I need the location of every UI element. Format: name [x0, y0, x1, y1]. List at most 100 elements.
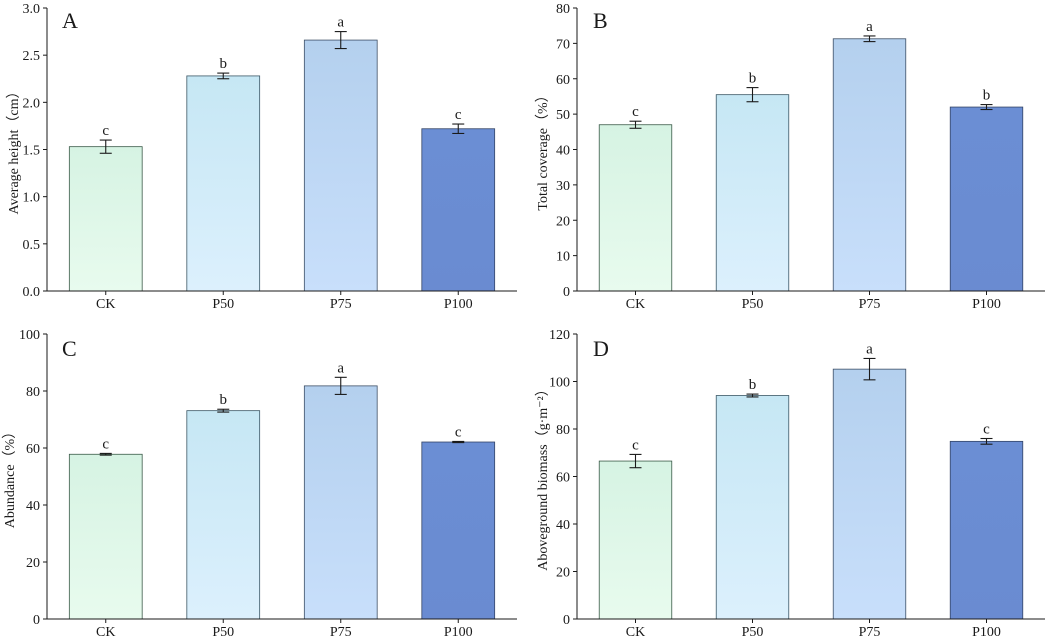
panel-b-errorbar-ck — [629, 120, 642, 129]
panel-b-bar-p75 — [832, 38, 907, 292]
panel-d-x-tick-label: P100 — [972, 625, 1001, 638]
panel-a-bar-p100 — [421, 128, 496, 292]
panel-a-errorbar-p75 — [334, 31, 347, 50]
panel-d-bar-p75 — [832, 368, 907, 620]
panel-d-y-tick-label: 40 — [556, 518, 570, 533]
panel-d-y-tick-label: 80 — [556, 423, 570, 438]
panel-a-x-tick-label: CK — [96, 297, 115, 312]
panel-a-letter: A — [62, 8, 78, 33]
panel-c-bar-p75 — [303, 385, 378, 620]
panel-a-errorbar-p100 — [452, 123, 465, 135]
panel-d-x-tick-label: CK — [626, 625, 645, 638]
panel-c-sig-letter: c — [455, 424, 462, 440]
panel-d-sig-letter: b — [749, 377, 757, 393]
panel-c-bar-p100 — [421, 441, 496, 620]
panel-b-y-tick-label: 60 — [556, 73, 570, 88]
panel-c-y-tick-label: 20 — [26, 556, 40, 571]
panel-d-bar-ck — [598, 460, 673, 620]
panel-b-y-tick-label: 20 — [556, 214, 570, 229]
panel-d-y-tick-label: 120 — [549, 328, 570, 343]
panel-d-sig-letter: c — [632, 437, 639, 453]
panel-c-y-tick-label: 60 — [26, 442, 40, 457]
panel-d-letter: D — [593, 336, 609, 361]
panel-d-sig-letter: c — [983, 422, 990, 438]
panel-b-y-tick-label: 40 — [556, 144, 570, 159]
panel-c-y-tick-label: 40 — [26, 499, 40, 514]
panel-d-x-tick-label: P75 — [859, 625, 881, 638]
panel-c-sig-letter: b — [220, 392, 228, 408]
panel-b-y-tick-label: 0 — [563, 285, 570, 300]
panel-b-x-tick-label: P100 — [972, 297, 1001, 312]
panel-c-y-tick-label: 80 — [26, 385, 40, 400]
panel-b-y-tick-label: 50 — [556, 108, 570, 123]
panel-a-errorbar-ck — [99, 139, 112, 154]
panel-d-bar-p100 — [949, 440, 1024, 620]
panel-a-y-tick-label: 0.0 — [23, 285, 41, 300]
panel-d-bar-p50 — [715, 395, 790, 620]
panel-d-x-tick-label: P50 — [742, 625, 764, 638]
panel-b-sig-letter: b — [749, 71, 757, 87]
panel-c-sig-letter: a — [337, 360, 344, 376]
panel-c-errorbar-ck — [99, 452, 112, 456]
panel-d-y-tick-label: 20 — [556, 566, 570, 581]
panel-b-y-tick-label: 80 — [556, 2, 570, 17]
panel-d-y-tick-label: 0 — [563, 613, 570, 628]
panel-a-y-tick-label: 0.5 — [23, 238, 41, 253]
panel-b-x-tick-label: CK — [626, 297, 645, 312]
panel-c-x-tick-label: P75 — [330, 625, 352, 638]
panel-c-x-tick-label: CK — [96, 625, 115, 638]
panel-c-y-axis-title: Abundance（%） — [2, 425, 18, 528]
panel-b-bar-p50 — [715, 94, 790, 292]
panel-b-letter: B — [593, 8, 608, 33]
panel-d-y-axis-title: Aboveground biomass（g·m⁻²） — [535, 382, 551, 571]
panel-d-y-tick-label: 100 — [549, 376, 570, 391]
panel-a-y-tick-label: 2.5 — [23, 49, 41, 64]
panel-a-sig-letter: c — [102, 123, 109, 139]
panel-d-errorbar-p100 — [980, 437, 993, 445]
panel-b-errorbar-p75 — [863, 35, 876, 43]
panel-b-bar-ck — [598, 124, 673, 292]
panel-b-x-tick-label: P75 — [859, 297, 881, 312]
panel-b-bar-p100 — [949, 106, 1024, 292]
panel-b-x-tick-label: P50 — [742, 297, 764, 312]
panel-c-bar-ck — [68, 453, 143, 620]
panel-c-errorbar-p75 — [334, 376, 347, 395]
panel-a-y-tick-label: 2.0 — [23, 96, 41, 111]
panel-a-x-tick-label: P100 — [444, 297, 473, 312]
panel-a-sig-letter: c — [455, 107, 462, 123]
panel-a-y-axis-title: Average height（cm） — [6, 85, 22, 215]
panel-a-y-tick-label: 1.0 — [23, 191, 41, 206]
panel-b-y-tick-label: 10 — [556, 250, 570, 265]
panel-c: c CK b P50 a P75 c P100 0 20 40 60 80 100 Abundance（%）… — [2, 328, 517, 638]
panel-c-axes — [46, 334, 517, 620]
panel-b-y-tick-label: 30 — [556, 179, 570, 194]
panel-a-errorbar-p50 — [217, 72, 230, 80]
panel-c-bar-p50 — [186, 410, 261, 620]
panel-d-sig-letter: a — [866, 341, 873, 357]
panel-b-errorbar-p50 — [746, 87, 759, 103]
panel-a-y-tick-label: 1.5 — [23, 144, 41, 159]
panel-b-sig-letter: a — [866, 19, 873, 35]
panel-b-errorbar-p100 — [980, 104, 993, 111]
panel-c-sig-letter: c — [102, 436, 109, 452]
panel-a-bar-p75 — [303, 39, 378, 292]
panel-d-errorbar-p50 — [746, 393, 759, 398]
panel-c-y-tick-label: 100 — [19, 328, 40, 343]
panel-b-sig-letter: c — [632, 104, 639, 120]
panel-a-x-tick-label: P50 — [212, 297, 234, 312]
panel-a-bar-ck — [68, 146, 143, 292]
panel-b-y-axis-title: Total coverage（%） — [535, 88, 551, 210]
panel-c-x-tick-label: P100 — [444, 625, 473, 638]
panel-a: c CK b P50 a P75 c P100 0.0 0.5 1.0 1.5 2.0 2.5 3.0 Ave… — [6, 2, 517, 312]
panel-c-x-tick-label: P50 — [212, 625, 234, 638]
panel-a-x-tick-label: P75 — [330, 297, 352, 312]
panel-c-errorbar-p50 — [217, 408, 230, 413]
panel-a-y-tick-label: 3.0 — [23, 2, 41, 17]
panel-a-sig-letter: b — [220, 56, 228, 72]
panel-d-y-tick-label: 60 — [556, 471, 570, 486]
panel-c-letter: C — [62, 336, 77, 361]
panel-c-errorbar-p100 — [452, 440, 465, 444]
panel-d: c CK b P50 a P75 c P100 0 20 40 60 80 100 120 Abovegrou… — [535, 328, 1045, 638]
panel-d-errorbar-p75 — [863, 357, 876, 381]
